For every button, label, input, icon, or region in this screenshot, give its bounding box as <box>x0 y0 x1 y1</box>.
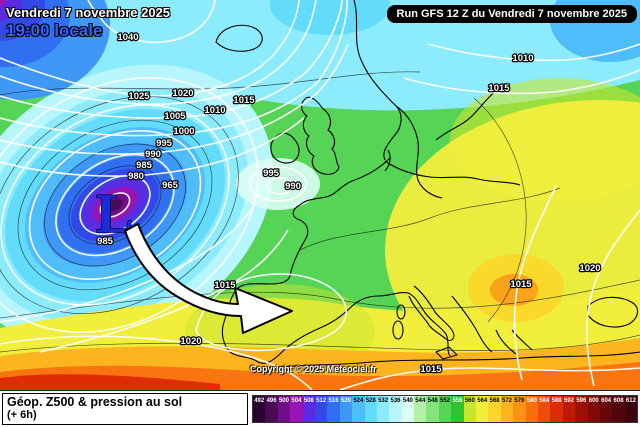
scale-cell: 556 <box>451 396 464 422</box>
isobar-lines <box>0 0 640 390</box>
coastlines <box>215 0 640 371</box>
pressure-label: 965 <box>162 180 179 191</box>
pressure-label: 1015 <box>488 83 510 94</box>
pressure-label: 985 <box>136 160 153 171</box>
scale-cell: 588 <box>550 396 563 422</box>
scale-cell: 528 <box>364 396 377 422</box>
scale-cell: 532 <box>376 396 390 422</box>
valid-date-text: Vendredi 7 novembre 2025 <box>6 5 171 20</box>
scale-cell: 516 <box>327 396 340 422</box>
scale-cell: 512 <box>314 396 328 422</box>
scale-cell: 596 <box>575 396 588 422</box>
pressure-label: 1040 <box>117 32 138 43</box>
copyright-text: Copyright © 2025 Meteociel.fr <box>250 364 377 374</box>
scale-cell: 520 <box>339 396 353 422</box>
scale-cell: 564 <box>476 396 489 422</box>
pressure-label: 1010 <box>512 53 533 64</box>
pressure-label: 1020 <box>579 263 600 274</box>
pressure-label: 1015 <box>233 95 255 106</box>
pressure-label: 1010 <box>204 105 225 116</box>
scale-cell: 500 <box>277 396 291 422</box>
map-area: 1040 1025 1020 1015 1010 1005 1000 995 990 985 980… <box>0 0 640 390</box>
pressure-label: 1025 <box>128 91 150 102</box>
color-scale: 492 496 500 504 508 512 516 520 524 528 532 536 540 5… <box>252 395 638 423</box>
scale-cell: 572 <box>500 396 514 422</box>
pressure-label: 1015 <box>214 280 236 291</box>
scale-cell: 536 <box>389 396 402 422</box>
scale-cell: 580 <box>525 396 538 422</box>
scale-cell: 496 <box>265 396 278 422</box>
legend-bar: Géop. Z500 & pression au sol (+ 6h) 492 4… <box>0 390 640 427</box>
pressure-label: 1020 <box>172 88 193 99</box>
pressure-label: 985 <box>97 236 114 247</box>
scale-cell: 600 <box>587 396 600 422</box>
scale-cell: 560 <box>463 396 477 422</box>
scale-cell: 592 <box>562 396 576 422</box>
legend-title: Géop. Z500 & pression au sol <box>7 395 183 409</box>
pressure-label: 990 <box>145 149 161 160</box>
pressure-label: 1015 <box>510 279 532 290</box>
pressure-label: 990 <box>285 181 301 192</box>
motion-arrow <box>124 223 293 334</box>
scale-cell: 612 <box>624 396 638 422</box>
scale-cell: 504 <box>290 396 303 422</box>
run-info-box: Run GFS 12 Z du Vendredi 7 novembre 2025 <box>386 5 637 23</box>
valid-time-text: 19:00 locale <box>6 21 103 40</box>
scale-cell: 584 <box>537 396 551 422</box>
scale-cell: 540 <box>401 396 415 422</box>
pressure-label: 980 <box>128 171 144 182</box>
pressure-label: 1020 <box>180 336 201 347</box>
pressure-label: 995 <box>156 138 173 149</box>
scale-cell: 548 <box>426 396 439 422</box>
pressure-label: 1005 <box>164 111 186 122</box>
legend-subtitle: (+ 6h) <box>7 409 37 422</box>
pressure-label: 1015 <box>420 364 442 375</box>
scale-cell: 544 <box>414 396 427 422</box>
scale-cell: 524 <box>352 396 365 422</box>
scale-cell: 576 <box>513 396 526 422</box>
scale-cell: 492 <box>253 396 266 422</box>
scale-cell: 568 <box>488 396 501 422</box>
legend-title-box: Géop. Z500 & pression au sol (+ 6h) <box>2 393 248 425</box>
scale-cell: 552 <box>438 396 452 422</box>
pressure-label: 995 <box>263 168 280 179</box>
pressure-label: 1000 <box>173 126 194 137</box>
scale-cell: 608 <box>612 396 625 422</box>
scale-cell: 508 <box>302 396 315 422</box>
scale-cell: 604 <box>599 396 613 422</box>
